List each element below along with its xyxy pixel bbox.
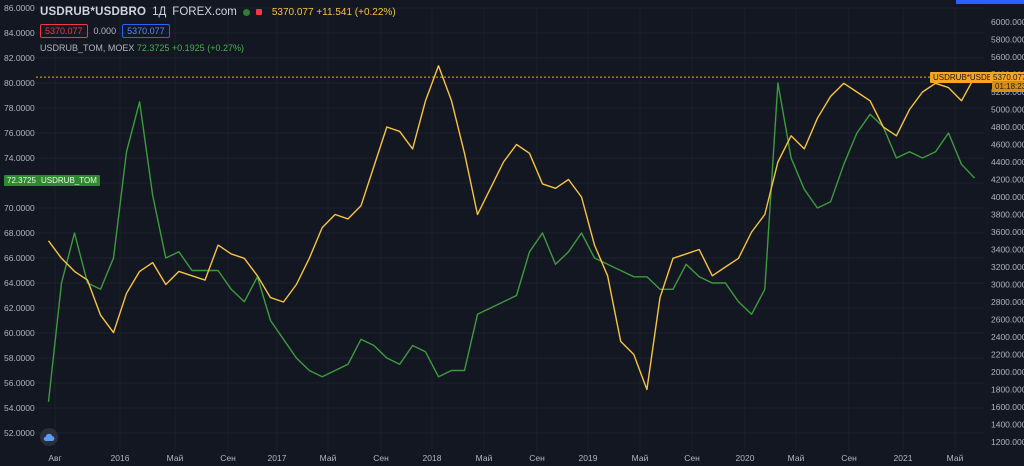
right-tick-label: 3000.000	[991, 280, 1024, 290]
left-price-tag: 72.3725	[4, 175, 39, 186]
right-tick-label: 2800.000	[991, 297, 1024, 307]
x-tick-label: Май	[947, 453, 964, 463]
left-tick-label: 66.0000	[4, 253, 35, 263]
right-tick-label: 1400.000	[991, 420, 1024, 430]
secondary-symbol-name[interactable]: USDRUB_TOM, MOEX	[40, 43, 135, 53]
usdrub-usdbro-line	[47, 65, 976, 391]
right-tick-label: 1600.000	[991, 402, 1024, 412]
left-axis: 86.0000 84.0000 82.0000 80.0000 78.0000 76.00…	[4, 3, 35, 438]
trade-row: 5370.077 0.000 5370.077	[40, 24, 396, 38]
x-tick-label: Авг	[48, 453, 61, 463]
series-layer	[47, 65, 976, 402]
x-tick-label: 2021	[894, 453, 913, 463]
x-axis: Авг 2016 Май Сен 2017 Май Сен 2018 Май Сен 2019 Май…	[48, 453, 963, 463]
alert-flag-icon[interactable]	[255, 9, 262, 15]
interval-label[interactable]: 1Д	[152, 6, 167, 18]
right-tick-label: 5000.000	[991, 105, 1024, 115]
spread-value: 0.000	[93, 26, 117, 36]
x-tick-label: Сен	[529, 453, 545, 463]
x-tick-label: Май	[632, 453, 649, 463]
cloud-icon[interactable]	[40, 428, 58, 446]
right-tick-label: 4800.000	[991, 122, 1024, 132]
x-tick-label: Сен	[841, 453, 857, 463]
left-tick-label: 64.0000	[4, 278, 35, 288]
left-tick-label: 58.0000	[4, 353, 35, 363]
left-series-tag: USDRUB_TOM	[38, 175, 100, 186]
right-tick-label: 2200.000	[991, 350, 1024, 360]
right-tick-label: 1200.000	[991, 437, 1024, 447]
x-tick-label: Май	[167, 453, 184, 463]
right-series-tag: USDRUB*USDBRO	[930, 72, 1008, 83]
right-tick-label: 2400.000	[991, 332, 1024, 342]
x-tick-label: Сен	[373, 453, 389, 463]
right-tick-label: 3800.000	[991, 210, 1024, 220]
right-price-tag: 5370.077	[990, 72, 1024, 83]
right-tick-label: 2000.000	[991, 367, 1024, 377]
right-tick-label: 3200.000	[991, 262, 1024, 272]
left-tick-label: 76.0000	[4, 128, 35, 138]
left-tick-label: 74.0000	[4, 153, 35, 163]
symbol-name[interactable]: USDRUB*USDBRO	[40, 6, 147, 18]
x-tick-label: Май	[476, 453, 493, 463]
left-tick-label: 68.0000	[4, 228, 35, 238]
x-tick-label: Май	[320, 453, 337, 463]
secondary-symbol-row[interactable]: USDRUB_TOM, MOEX 72.3725 +0.1925 (+0.27%…	[40, 43, 396, 53]
left-tick-label: 78.0000	[4, 103, 35, 113]
right-tick-label: 5200.000	[991, 87, 1024, 97]
usdrub-tom-line	[47, 82, 976, 402]
left-tick-label: 60.0000	[4, 328, 35, 338]
main-last-values: 5370.077 +11.541 (+0.22%)	[271, 6, 396, 18]
countdown-tag: 01:18:23	[992, 81, 1024, 92]
left-tick-label: 82.0000	[4, 53, 35, 63]
x-tick-label: Сен	[684, 453, 700, 463]
source-label: FOREX.com	[172, 6, 237, 18]
x-tick-label: 2019	[579, 453, 598, 463]
right-tick-label: 5800.000	[991, 35, 1024, 45]
left-tick-label: 56.0000	[4, 378, 35, 388]
secondary-values: 72.3725 +0.1925 (+0.27%)	[136, 43, 244, 53]
x-tick-label: 2018	[423, 453, 442, 463]
left-tick-label: 70.0000	[4, 203, 35, 213]
right-axis: 6000.0005800.0005600.0005400.0005200.000…	[991, 17, 1024, 447]
x-tick-label: 2017	[268, 453, 287, 463]
x-tick-label: 2020	[736, 453, 755, 463]
right-tick-label: 2600.000	[991, 315, 1024, 325]
main-symbol-row[interactable]: USDRUB*USDBRO 1Д FOREX.com 5370.077 +11.…	[40, 6, 396, 18]
market-status-icon	[242, 8, 250, 16]
gridlines	[36, 7, 984, 452]
right-tick-label: 4000.000	[991, 192, 1024, 202]
x-tick-label: 2016	[111, 453, 130, 463]
right-tick-label: 4200.000	[991, 175, 1024, 185]
left-tick-label: 62.0000	[4, 303, 35, 313]
right-tick-label: 3600.000	[991, 227, 1024, 237]
left-tick-label: 86.0000	[4, 3, 35, 13]
right-tick-label: 4400.000	[991, 157, 1024, 167]
buy-button[interactable]: 5370.077	[122, 24, 170, 38]
x-tick-label: Май	[788, 453, 805, 463]
right-tick-label: 5600.000	[991, 52, 1024, 62]
right-tick-label: 3400.000	[991, 245, 1024, 255]
right-tick-label: 1800.000	[991, 385, 1024, 395]
sell-button[interactable]: 5370.077	[40, 24, 88, 38]
top-accent-bar	[956, 0, 1024, 4]
right-tick-label: 4600.000	[991, 140, 1024, 150]
left-tick-label: 80.0000	[4, 78, 35, 88]
left-tick-label: 54.0000	[4, 403, 35, 413]
left-tick-label: 84.0000	[4, 28, 35, 38]
left-tick-label: 52.0000	[4, 428, 35, 438]
legend-header: USDRUB*USDBRO 1Д FOREX.com 5370.077 +11.…	[40, 6, 396, 53]
x-tick-label: Сен	[220, 453, 236, 463]
right-tick-label: 6000.000	[991, 17, 1024, 27]
